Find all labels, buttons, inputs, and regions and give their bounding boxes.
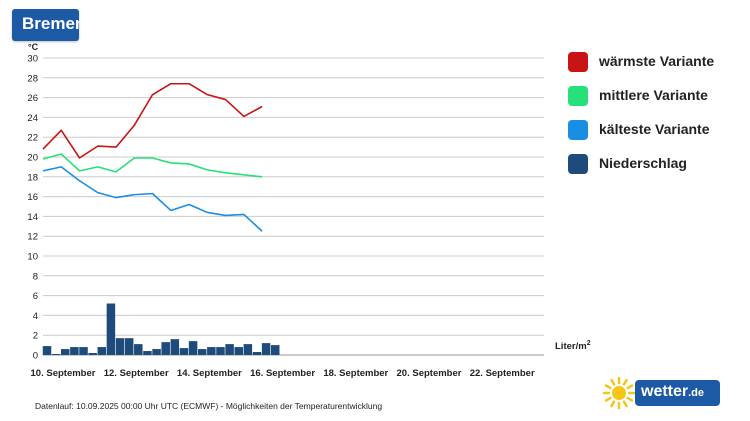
x-tick-label: 12. September <box>104 368 169 379</box>
y-tick-label: 0 <box>33 351 38 362</box>
logo-box: wetter.de <box>635 380 720 406</box>
precipitation-bar <box>243 344 253 355</box>
sun-ray <box>626 384 634 390</box>
x-tick-label: 20. September <box>397 368 462 379</box>
precipitation-bar <box>234 347 243 355</box>
precipitation-bar <box>97 347 107 355</box>
legend-swatch-precipitation <box>568 154 588 174</box>
precipitation-bar <box>124 338 134 355</box>
precipitation-bar <box>271 345 280 355</box>
x-tick-label: 22. September <box>470 368 535 379</box>
sun-ray <box>604 396 612 402</box>
x-tick-label: 10. September <box>31 368 96 379</box>
precipitation-bar <box>70 347 79 355</box>
precipitation-bar <box>252 352 262 355</box>
precipitation-bar <box>143 351 152 355</box>
y-tick-label: 16 <box>27 192 38 203</box>
sun-ray <box>610 400 616 408</box>
x-tick-label: 14. September <box>177 368 242 379</box>
precipitation-bar <box>42 346 52 355</box>
legend-swatch-coldest <box>568 120 588 140</box>
y-tick-label: 10 <box>27 252 38 263</box>
precipitation-bar <box>161 342 170 355</box>
precipitation-bar <box>115 338 125 355</box>
legend-item-warmest: wärmste Variante <box>568 52 743 74</box>
logo-tld: .de <box>688 387 705 399</box>
y-tick-label: 30 <box>27 54 38 65</box>
precipitation-bar <box>170 339 180 355</box>
city-name: Bremen <box>22 14 79 33</box>
precipitation-unit-label: Liter/m2 <box>555 340 591 353</box>
y-tick-label: 6 <box>33 291 38 302</box>
y-tick-label: 28 <box>27 73 38 84</box>
legend-swatch-mean <box>568 86 588 106</box>
precipitation-bar <box>179 348 189 355</box>
legend-label-precipitation: Niederschlag <box>599 155 687 171</box>
y-tick-label: 18 <box>27 172 38 183</box>
x-tick-label: 18. September <box>323 368 388 379</box>
sun-icon <box>602 377 636 409</box>
y-axis-unit-label: °C <box>28 42 39 52</box>
y-tick-label: 14 <box>27 212 38 223</box>
series-line-mean <box>42 153 263 178</box>
data-run-footnote: Datenlauf: 10.09.2025 00:00 Uhr UTC (ECM… <box>35 401 383 411</box>
precipitation-bar <box>79 347 88 355</box>
precipitation-bar <box>51 354 61 355</box>
precipitation-bar <box>134 344 143 355</box>
series-line-coldest <box>42 166 263 232</box>
precipitation-bar <box>261 343 271 355</box>
wetter-de-logo[interactable]: wetter.de <box>602 377 720 409</box>
y-tick-label: 2 <box>33 331 38 342</box>
sun-ray <box>626 396 634 402</box>
precipitation-bar <box>106 303 116 355</box>
precipitation-bar <box>207 347 216 355</box>
sun-ray <box>622 378 628 386</box>
y-tick-label: 24 <box>27 113 38 124</box>
y-tick-label: 4 <box>33 311 38 322</box>
precipitation-bar <box>197 349 207 355</box>
x-tick-label: 16. September <box>250 368 315 379</box>
precipitation-bar <box>216 347 225 355</box>
legend-label-mean: mittlere Variante <box>599 87 708 103</box>
series-line-warmest <box>42 82 263 159</box>
city-badge: Bremen <box>12 9 79 41</box>
y-tick-label: 12 <box>27 232 38 243</box>
legend-label-coldest: kälteste Variante <box>599 121 710 137</box>
y-tick-label: 8 <box>33 271 38 282</box>
logo-text: wetter.de <box>641 383 704 401</box>
legend-swatch-warmest <box>568 52 588 72</box>
logo-name: wetter <box>641 383 689 400</box>
legend-item-coldest: kälteste Variante <box>568 120 743 142</box>
legend-item-mean: mittlere Variante <box>568 86 743 108</box>
y-tick-label: 20 <box>27 153 38 164</box>
precipitation-bar <box>152 349 161 355</box>
sun-ray <box>622 400 628 408</box>
legend-label-warmest: wärmste Variante <box>599 53 715 69</box>
sun-ray <box>604 384 612 390</box>
precipitation-bar <box>88 353 97 355</box>
precipitation-bar <box>188 341 198 355</box>
precipitation-bar <box>225 344 234 355</box>
legend-item-precipitation: Niederschlag <box>568 154 743 176</box>
precipitation-bar <box>61 349 70 355</box>
y-tick-label: 26 <box>27 93 38 104</box>
y-tick-label: 22 <box>27 133 38 144</box>
sun-ray <box>610 378 616 386</box>
unit-superscript: 2 <box>586 340 591 347</box>
